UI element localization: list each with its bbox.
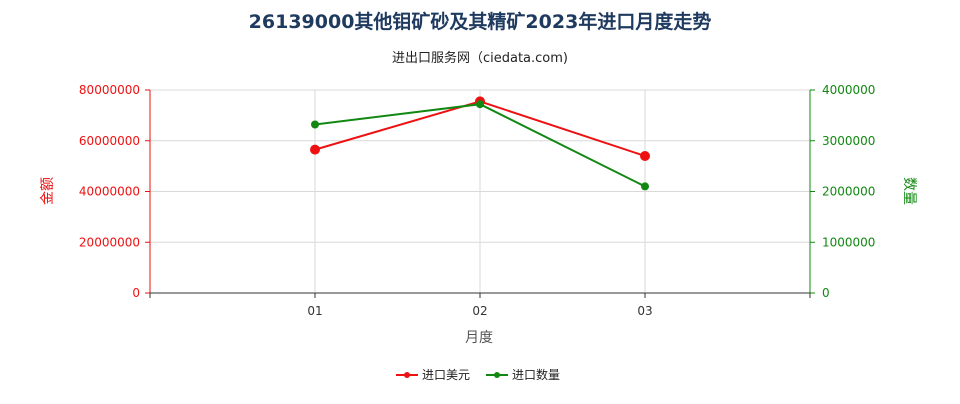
x-tick-label: 02 [472, 304, 487, 318]
legend-label: 进口美元 [422, 368, 470, 382]
chart-subtitle: 进出口服务网（ciedata.com) [392, 50, 568, 66]
series-layer [310, 96, 650, 191]
grid-layer [150, 89, 810, 293]
data-point [641, 182, 649, 191]
x-tick-label: 03 [637, 304, 652, 318]
chart-title: 26139000其他钼矿砂及其精矿2023年进口月度走势 [249, 10, 712, 33]
data-point [476, 100, 484, 109]
y-axis-left-label: 金额 [40, 177, 56, 205]
axis-layer: 0 0 20000000 1000000 40000000 2000000 60000000… [79, 83, 876, 318]
x-axis-label: 月度 [465, 330, 493, 346]
data-point [640, 150, 650, 161]
y-right-tick-label: 0 [822, 286, 830, 300]
y-right-tick-label: 4000000 [822, 83, 875, 97]
legend: 进口美元 进口数量 [396, 367, 560, 382]
y-left-tick-label: 60000000 [79, 134, 140, 148]
legend-swatch-marker [494, 372, 500, 378]
y-right-tick-label: 1000000 [822, 235, 875, 249]
y-right-tick-label: 3000000 [822, 134, 875, 148]
y-axis-right-label: 数量 [901, 177, 917, 205]
y-left-tick-label: 20000000 [79, 235, 140, 249]
y-left-tick-label: 40000000 [79, 185, 140, 199]
y-left-tick-label: 0 [132, 286, 140, 300]
data-point [310, 144, 320, 155]
y-right-tick-label: 2000000 [822, 185, 875, 199]
x-tick-label: 01 [307, 304, 322, 318]
legend-label: 进口数量 [512, 367, 560, 382]
legend-swatch-marker [404, 372, 410, 378]
data-point [311, 120, 319, 129]
y-left-tick-label: 80000000 [79, 83, 140, 97]
